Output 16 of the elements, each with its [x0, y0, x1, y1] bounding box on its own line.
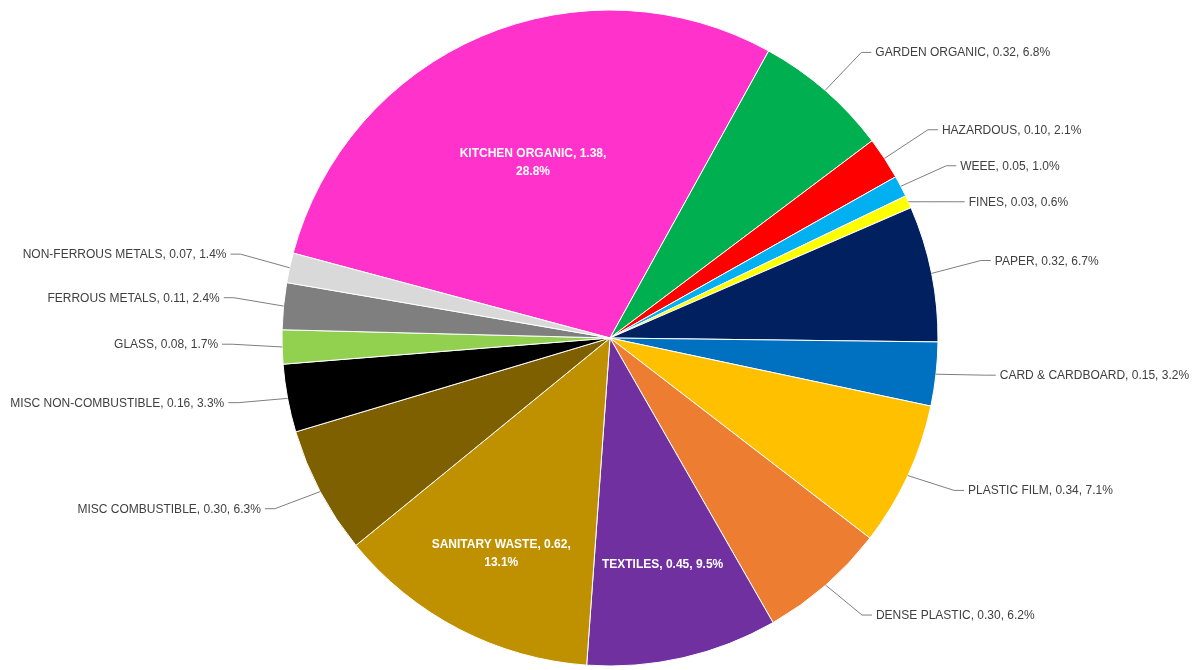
slice-label: MISC NON-COMBUSTIBLE, 0.16, 3.3% [10, 395, 225, 410]
slice-label: HAZARDOUS, 0.10, 2.1% [941, 122, 1082, 137]
slice-label: FERROUS METALS, 0.11, 2.4% [47, 290, 221, 305]
slice-label: CARD & CARDBOARD, 0.15, 3.2% [999, 368, 1190, 383]
slice-label: PLASTIC FILM, 0.34, 7.1% [968, 483, 1114, 498]
slice-label: GARDEN ORGANIC, 0.32, 6.8% [875, 45, 1051, 60]
slice-label: FINES, 0.03, 0.6% [968, 194, 1069, 209]
slice-label: TEXTILES, 0.45, 9.5% [601, 557, 724, 572]
slice-label: PAPER, 0.32, 6.7% [994, 253, 1099, 268]
slice-label: WEEE, 0.05, 1.0% [960, 158, 1060, 173]
slice-label: DENSE PLASTIC, 0.30, 6.2% [875, 608, 1036, 623]
slice-label: GLASS, 0.08, 1.7% [114, 337, 219, 352]
slice-label: MISC COMBUSTIBLE, 0.30, 6.3% [77, 501, 262, 516]
slice-label: SANITARY WASTE, 0.62, 13.1% [431, 536, 571, 569]
slice-label: KITCHEN ORGANIC, 1.38, 28.8% [459, 145, 607, 178]
slice-label: NON-FERROUS METALS, 0.07, 1.4% [22, 247, 227, 262]
